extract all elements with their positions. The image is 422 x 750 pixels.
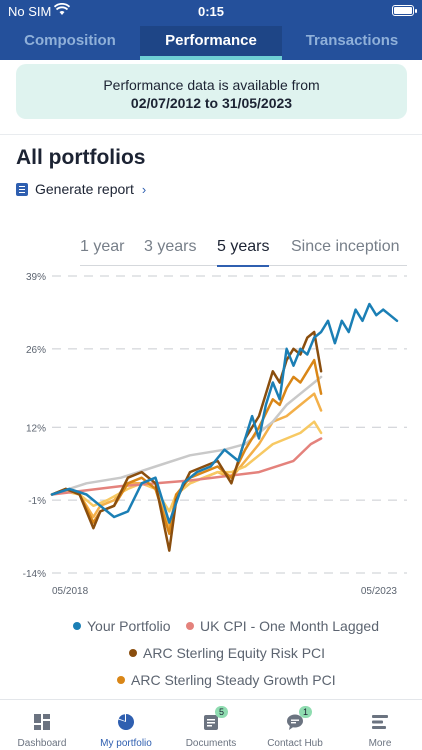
y-tick-label: 26% (26, 345, 46, 356)
tab-performance[interactable]: Performance (140, 26, 282, 60)
clock: 0:15 (197, 4, 225, 19)
nav-label: Contact Hub (267, 738, 323, 749)
document-icon (16, 182, 28, 196)
nav-more[interactable]: More (338, 700, 422, 750)
menu-icon (372, 715, 388, 729)
tab-transactions[interactable]: Transactions (305, 32, 399, 49)
bottom-navigation: Dashboard My portfolio 5 Documents 1 Con… (0, 699, 422, 750)
nav-my-portfolio[interactable]: My portfolio (84, 700, 168, 750)
notice-text: Performance data is available from (103, 77, 320, 93)
period-5-years[interactable]: 5 years (217, 238, 270, 267)
nav-dashboard[interactable]: Dashboard (0, 700, 84, 750)
period-since-inception[interactable]: Since inception (291, 238, 400, 255)
page-title: All portfolios (16, 146, 146, 169)
contact-hub-badge: 1 (299, 706, 313, 718)
x-tick-label: 05/2023 (361, 586, 398, 597)
chevron-right-icon: › (141, 181, 147, 197)
legend-swatch (129, 649, 137, 657)
legend-label: Your Portfolio (87, 618, 171, 634)
legend-swatch (186, 622, 194, 630)
nav-label: Documents (185, 738, 237, 749)
legend-swatch (73, 622, 81, 630)
tab-composition[interactable]: Composition (24, 32, 116, 49)
period-1-year[interactable]: 1 year (80, 238, 125, 255)
series-line (50, 302, 399, 524)
carrier-label: No SIM (8, 4, 52, 19)
chat-icon (287, 714, 303, 730)
legend-item: UK CPI - One Month Lagged (186, 618, 379, 634)
nav-label: More (368, 738, 392, 749)
status-bar: No SIM 0:15 (0, 0, 422, 24)
period-selector: 1 year 3 years 5 years Since inception (80, 236, 407, 267)
generate-report-link[interactable]: Generate report › (16, 181, 146, 197)
dashboard-icon (34, 714, 50, 730)
section-divider (0, 134, 422, 135)
battery-icon (392, 5, 417, 16)
nav-label: Dashboard (17, 738, 67, 749)
nav-documents[interactable]: 5 Documents (169, 700, 253, 750)
legend-item: ARC Sterling Steady Growth PCI (117, 672, 336, 688)
y-tick-label: 12% (26, 423, 46, 434)
wifi-icon (54, 3, 70, 15)
legend-label: UK CPI - One Month Lagged (200, 618, 379, 634)
generate-report-label: Generate report (35, 181, 134, 197)
app-header: No SIM 0:15 Composition Performance Tran… (0, 0, 422, 60)
y-tick-label: 39% (26, 272, 46, 283)
performance-chart: 39% 26% 12% -1% -14% 05/2018 05/2023 (23, 272, 407, 597)
documents-badge: 5 (215, 706, 229, 718)
legend-label: ARC Sterling Equity Risk PCI (143, 645, 326, 661)
series-line (50, 437, 323, 496)
x-tick-label: 05/2018 (52, 586, 89, 597)
notice-date-range: 02/07/2012 to 31/05/2023 (130, 95, 293, 111)
data-availability-notice: Performance data is available from 02/07… (16, 64, 407, 119)
legend-item: Your Portfolio (73, 618, 171, 634)
nav-contact-hub[interactable]: 1 Contact Hub (253, 700, 337, 750)
nav-label: My portfolio (100, 738, 152, 749)
series-line (50, 330, 323, 552)
y-tick-label: -1% (28, 496, 46, 507)
legend-item: ARC Sterling Equity Risk PCI (129, 645, 325, 661)
documents-icon (204, 715, 218, 730)
active-tab-indicator (140, 56, 282, 60)
period-3-years[interactable]: 3 years (144, 238, 197, 255)
pie-chart-icon (118, 714, 134, 730)
comparison-series-line (50, 375, 323, 496)
section-tabs: Composition Performance Transactions (0, 26, 422, 60)
legend-swatch (117, 676, 125, 684)
legend-label: ARC Sterling Steady Growth PCI (131, 672, 336, 688)
tab-performance-label: Performance (165, 32, 257, 49)
y-tick-label: -14% (23, 569, 46, 580)
